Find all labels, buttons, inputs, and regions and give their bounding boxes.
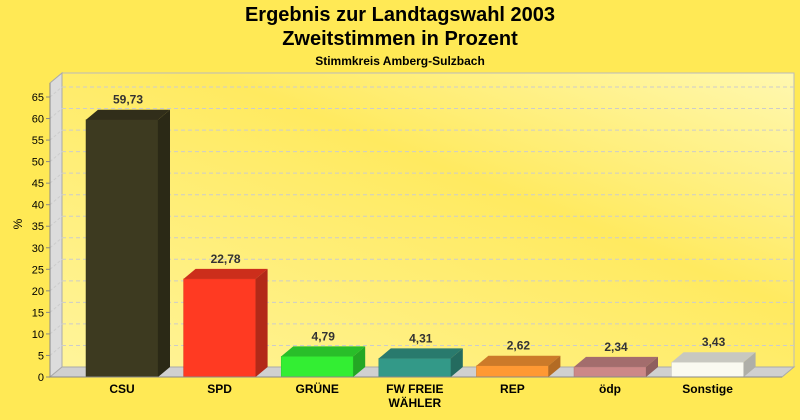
gridline-side bbox=[49, 302, 63, 313]
data-label: 59,73 bbox=[113, 93, 143, 107]
chart-title: Ergebnis zur Landtagswahl 2003 bbox=[244, 4, 556, 26]
bar-side bbox=[450, 348, 463, 377]
data-label: 2,62 bbox=[507, 339, 531, 353]
x-tick-label: CSU bbox=[109, 382, 134, 396]
bar bbox=[183, 278, 256, 378]
bar-side bbox=[548, 355, 561, 377]
data-label: 3,43 bbox=[702, 335, 726, 349]
gridline-side bbox=[49, 237, 63, 249]
gridline-side bbox=[49, 345, 63, 356]
y-tick-label: 50 bbox=[32, 157, 44, 169]
x-tick-label: GRÜNE bbox=[296, 381, 339, 396]
bar-top bbox=[671, 352, 756, 363]
bar-top bbox=[476, 355, 561, 366]
bar-top bbox=[378, 348, 463, 359]
y-tick-label: 45 bbox=[32, 178, 44, 190]
gridline-side bbox=[49, 194, 63, 206]
y-tick-label: 10 bbox=[32, 329, 44, 341]
x-tick-label: Sonstige bbox=[682, 382, 733, 396]
gridline-side bbox=[49, 258, 63, 270]
bar bbox=[476, 365, 549, 378]
chart-subsubtitle: Stimmkreis Amberg-Sulzbach bbox=[315, 54, 485, 68]
y-tick-label: 65 bbox=[32, 92, 44, 104]
y-tick-label: 0 bbox=[38, 372, 44, 384]
bar-top bbox=[281, 346, 366, 357]
y-tick-label: 60 bbox=[32, 114, 44, 126]
bar bbox=[573, 366, 647, 378]
y-tick-label: 30 bbox=[32, 243, 44, 255]
data-label: 4,31 bbox=[409, 331, 433, 345]
y-tick-label: 55 bbox=[32, 135, 44, 147]
data-label: 22,78 bbox=[211, 252, 241, 266]
data-label: 4,79 bbox=[312, 329, 336, 343]
gridline-side bbox=[49, 323, 63, 335]
gridline-side bbox=[49, 280, 63, 292]
bar bbox=[378, 358, 452, 378]
gridline-side bbox=[49, 108, 63, 119]
bar-side bbox=[743, 352, 756, 377]
bar-side bbox=[158, 109, 170, 377]
x-tick-label: SPD bbox=[207, 382, 232, 396]
gridline-side bbox=[49, 86, 63, 98]
y-tick-label: 20 bbox=[32, 286, 44, 298]
y-tick-label: 5 bbox=[38, 350, 44, 362]
gridline-side bbox=[49, 129, 63, 141]
bar bbox=[280, 356, 354, 378]
back-wall bbox=[61, 72, 795, 368]
data-label: 2,34 bbox=[604, 340, 628, 354]
bar-side bbox=[646, 356, 658, 377]
bar-side bbox=[255, 268, 268, 377]
y-tick-label: 15 bbox=[32, 307, 44, 319]
gridline-side bbox=[49, 151, 63, 162]
bar-top bbox=[86, 109, 170, 120]
chart-subtitle: Zweitstimmen in Prozent bbox=[282, 28, 518, 50]
x-tick-label: REP bbox=[500, 382, 525, 396]
gridline-side bbox=[49, 215, 63, 227]
gridline-side bbox=[49, 172, 63, 184]
bar bbox=[85, 119, 159, 378]
x-tick-label: FW FREIE WÄHLER bbox=[386, 382, 443, 410]
y-axis-label: % bbox=[11, 218, 25, 229]
bar bbox=[671, 361, 744, 378]
y-tick-label: 25 bbox=[32, 264, 44, 276]
y-tick-label: 40 bbox=[32, 200, 44, 212]
bar-top bbox=[574, 356, 658, 367]
y-tick-label: 35 bbox=[32, 221, 44, 233]
bar-top bbox=[183, 268, 268, 279]
x-tick-label: ödp bbox=[599, 382, 621, 396]
bar-side bbox=[353, 346, 366, 377]
